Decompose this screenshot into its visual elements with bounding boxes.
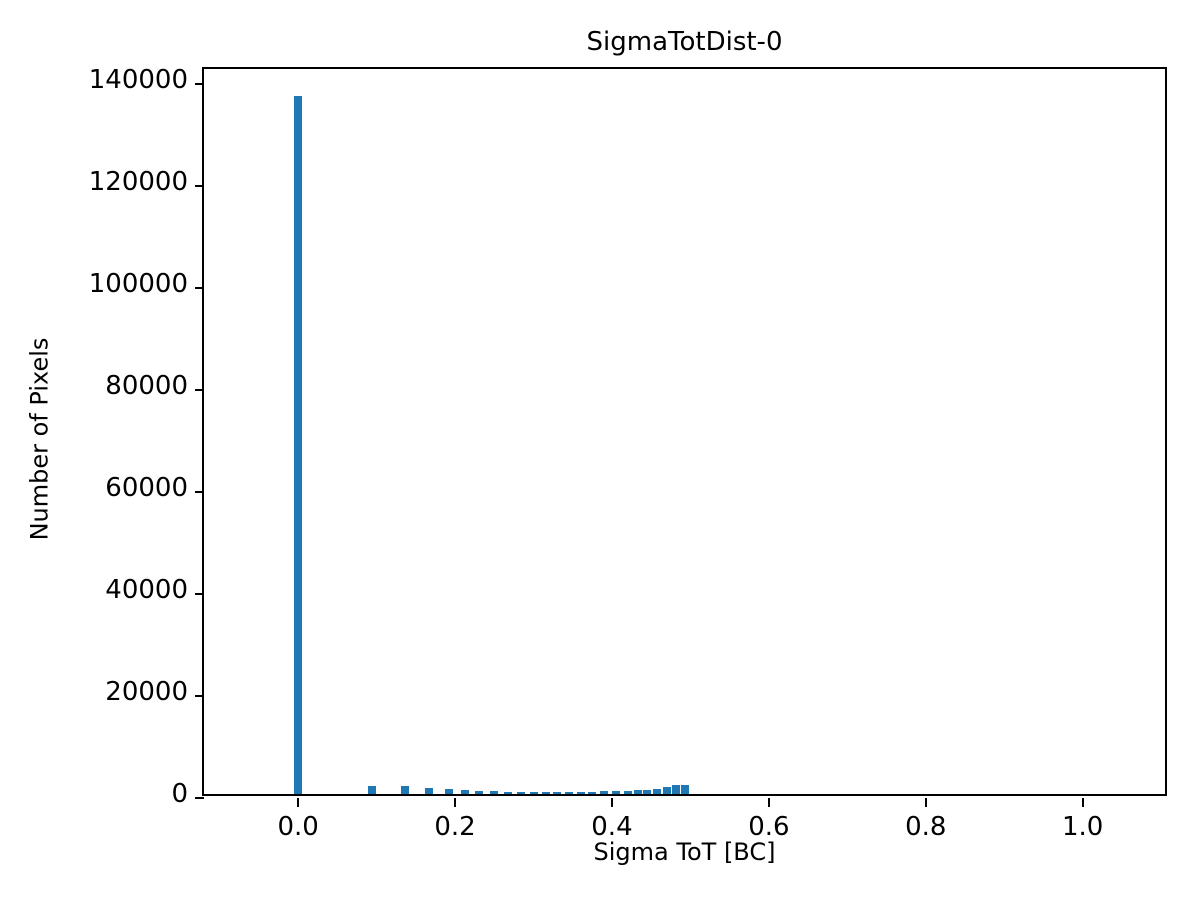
y-tick-label: 0 xyxy=(171,779,188,809)
y-tick-label: 40000 xyxy=(105,575,188,606)
x-tick-mark xyxy=(454,798,457,807)
histogram-bar xyxy=(681,784,690,794)
y-tick-mark xyxy=(195,287,204,290)
y-tick-mark xyxy=(195,695,204,698)
x-tick-label: 1.0 xyxy=(1062,812,1104,842)
histogram-bar xyxy=(653,788,662,794)
y-tick-label: 20000 xyxy=(105,677,188,708)
x-tick-mark xyxy=(924,798,927,807)
plot-area: 0 20000 40000 60000 80000 100000 120000 140000 … xyxy=(89,65,1167,842)
x-tick-label: 0.6 xyxy=(748,812,790,842)
histogram-bar xyxy=(529,791,538,794)
histogram-bar xyxy=(553,791,562,794)
y-tick-label: 60000 xyxy=(105,473,188,504)
histogram-bar xyxy=(588,791,597,794)
x-tick-mark xyxy=(1081,798,1084,807)
x-tick-label: 0.2 xyxy=(434,812,476,842)
histogram-bar xyxy=(611,791,620,794)
y-tick-label: 100000 xyxy=(88,269,188,300)
histogram-bar xyxy=(461,790,470,794)
y-tick-mark xyxy=(195,389,204,392)
x-tick-mark xyxy=(767,798,770,807)
x-axis-label: Sigma ToT [BC] xyxy=(593,838,776,866)
histogram-bar xyxy=(445,789,454,794)
y-axis-label: Number of Pixels xyxy=(25,337,54,541)
histogram-bar xyxy=(424,787,433,794)
histogram-bar xyxy=(504,791,513,794)
x-tick-mark xyxy=(610,798,613,807)
histogram-bar xyxy=(475,791,484,794)
y-tick-mark xyxy=(195,593,204,596)
histogram-bar xyxy=(542,791,551,794)
histogram-bar xyxy=(367,785,376,794)
histogram-bar xyxy=(516,791,525,794)
histogram-bar xyxy=(564,791,573,794)
histogram-bar xyxy=(294,95,303,794)
histogram-bar xyxy=(662,787,671,794)
histogram-bar xyxy=(623,790,632,794)
y-tick-label: 80000 xyxy=(105,371,188,402)
chart-title: SigmaTotDist-0 xyxy=(586,27,783,57)
histogram-bar xyxy=(672,785,681,794)
x-tick-label: 0.4 xyxy=(591,812,633,842)
histogram-bar xyxy=(643,789,652,794)
y-tick-mark xyxy=(195,83,204,86)
y-tick-mark xyxy=(195,185,204,188)
y-tick-mark xyxy=(195,797,204,799)
histogram-bar xyxy=(401,785,410,794)
histogram-bar xyxy=(633,790,642,794)
y-tick-mark xyxy=(195,491,204,494)
y-tick-label: 120000 xyxy=(88,167,188,198)
x-tick-label: 0.0 xyxy=(277,812,319,842)
histogram-bar xyxy=(600,791,609,794)
x-tick-mark xyxy=(297,798,300,807)
histogram-bar xyxy=(576,791,585,794)
y-tick-label: 140000 xyxy=(88,65,188,96)
x-tick-label: 0.8 xyxy=(905,812,947,842)
histogram-bars xyxy=(204,69,1165,794)
histogram-bar xyxy=(490,791,499,794)
